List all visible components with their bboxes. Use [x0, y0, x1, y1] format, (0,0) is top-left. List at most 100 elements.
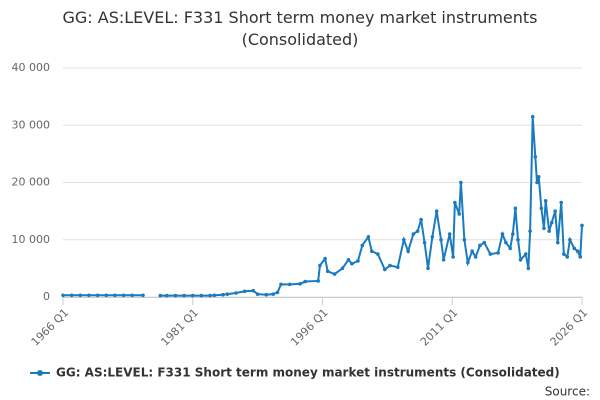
data-point [264, 292, 269, 297]
y-tick-label: 10 000 [12, 233, 51, 246]
data-point [316, 279, 320, 283]
data-line [63, 116, 583, 297]
data-point [572, 246, 577, 251]
x-tick-label: 2026 Q1 [548, 306, 591, 349]
data-point [360, 243, 365, 248]
data-point [366, 235, 371, 239]
data-point [406, 249, 410, 253]
data-point [466, 260, 470, 265]
data-point [271, 292, 275, 296]
data-point [530, 114, 535, 119]
data-point [332, 272, 337, 276]
data-point [323, 256, 327, 261]
y-tick-label: 0 [43, 290, 50, 303]
data-point [69, 293, 74, 298]
data-point [395, 265, 400, 270]
data-point [549, 220, 554, 225]
data-point [221, 292, 225, 297]
data-point [61, 293, 65, 298]
data-point [275, 290, 280, 295]
data-point [547, 229, 551, 233]
data-point [508, 246, 513, 251]
data-point [578, 255, 583, 259]
data-point [453, 200, 457, 205]
data-point [346, 257, 351, 262]
data-point [318, 263, 322, 268]
data-point [555, 240, 560, 245]
legend-label: GG: AS:LEVEL: F331 Short term money mark… [56, 366, 560, 380]
data-point [542, 226, 546, 231]
data-point [251, 288, 256, 293]
data-point [173, 293, 178, 298]
data-point [553, 209, 557, 213]
x-tick-label: 1981 Q1 [158, 306, 201, 349]
data-point [87, 293, 91, 298]
data-point [422, 240, 427, 245]
x-tick-label: 2011 Q1 [418, 306, 461, 349]
data-point [535, 180, 539, 185]
data-point [523, 252, 528, 256]
data-point [426, 266, 430, 271]
data-point [356, 259, 360, 263]
data-point [130, 293, 134, 298]
data-point [575, 249, 580, 253]
data-point [518, 257, 523, 262]
data-point [234, 291, 238, 295]
data-point [482, 240, 487, 245]
data-point [113, 293, 117, 298]
data-point [279, 282, 283, 287]
data-point [488, 252, 493, 256]
data-point [526, 266, 531, 271]
data-point [376, 252, 380, 256]
data-point [419, 217, 423, 222]
data-point [350, 261, 354, 266]
data-point [439, 237, 443, 242]
x-tick-label: 1996 Q1 [288, 306, 331, 349]
data-point [473, 255, 478, 259]
data-point [303, 279, 308, 284]
data-point [562, 252, 566, 256]
data-point [536, 174, 541, 179]
data-point [500, 232, 505, 236]
data-point [388, 263, 392, 268]
data-point [568, 237, 572, 242]
data-point [298, 282, 302, 286]
data-point [212, 293, 217, 298]
data-point [580, 223, 584, 228]
data-point [496, 251, 500, 255]
data-point [208, 293, 212, 298]
data-point [457, 212, 461, 216]
data-point [340, 266, 345, 271]
data-point [190, 293, 195, 298]
data-point [430, 235, 435, 239]
data-point [559, 200, 564, 205]
source: Source: [545, 385, 590, 399]
data-point [382, 267, 387, 272]
y-tick-label: 40 000 [12, 61, 51, 74]
data-point [182, 293, 186, 298]
data-point [539, 206, 544, 211]
legend-marker [37, 370, 43, 376]
data-point [565, 255, 570, 259]
data-point [434, 209, 439, 213]
data-point [415, 229, 420, 233]
data-point [441, 257, 446, 262]
y-tick-label: 30 000 [12, 118, 51, 131]
data-point [199, 293, 204, 298]
data-point [255, 292, 260, 296]
data-point [543, 199, 548, 203]
data-point [225, 292, 230, 296]
data-point [513, 206, 518, 211]
data-point [459, 180, 463, 185]
data-point [478, 243, 482, 248]
y-tick-label: 20 000 [12, 176, 51, 189]
data-point [370, 249, 374, 253]
data-point [451, 255, 455, 259]
data-point [504, 240, 508, 245]
data-point [511, 232, 515, 236]
data-point [470, 249, 474, 253]
data-point [528, 229, 532, 233]
data-point [242, 289, 247, 294]
data-point [121, 293, 126, 298]
